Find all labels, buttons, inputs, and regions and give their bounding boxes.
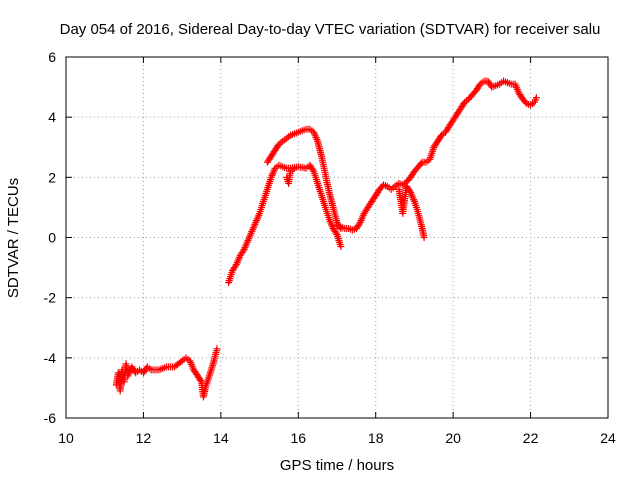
series-segment-rise	[333, 77, 540, 234]
x-tick-label: 20	[445, 430, 461, 446]
data-point	[309, 166, 317, 174]
y-axis-label: SDTVAR / TECUs	[5, 178, 22, 298]
y-tick-label: -4	[44, 350, 57, 366]
data-point	[532, 94, 540, 102]
y-tick-label: 4	[48, 109, 56, 125]
y-tick-label: -6	[44, 410, 57, 426]
y-tick-labels: -6 -4 -2 0 2 4 6	[44, 49, 57, 426]
axis-ticks	[65, 56, 609, 419]
data-point	[332, 229, 340, 237]
y-tick-label: 2	[48, 169, 56, 185]
x-tick-label: 12	[136, 430, 152, 446]
data-point	[420, 234, 428, 241]
x-tick-labels: 10 12 14 16 18 20 22 24	[58, 430, 616, 446]
x-tick-label: 18	[368, 430, 384, 446]
data-point	[417, 160, 425, 168]
y-tick-label: 6	[48, 49, 56, 65]
data-point	[290, 164, 298, 172]
x-axis-label: GPS time / hours	[280, 457, 394, 474]
series-segment-branch-down	[395, 182, 428, 241]
series-segment-early	[112, 345, 221, 401]
x-tick-label: 10	[58, 430, 74, 446]
data-point	[213, 345, 221, 353]
series-segment-arc-low	[225, 161, 345, 287]
x-tick-label: 24	[600, 430, 616, 446]
data-point	[337, 243, 345, 251]
x-tick-label: 16	[290, 430, 306, 446]
chart-title: Day 054 of 2016, Sidereal Day-to-day VTE…	[60, 21, 601, 38]
data-points	[112, 77, 540, 401]
series-segment-dip	[283, 164, 298, 187]
data-point	[197, 376, 205, 384]
y-tick-label: -2	[44, 290, 57, 306]
x-tick-label: 22	[523, 430, 539, 446]
x-tick-label: 14	[213, 430, 229, 446]
series-segment-arc-high	[263, 125, 345, 232]
y-tick-label: 0	[48, 230, 56, 246]
